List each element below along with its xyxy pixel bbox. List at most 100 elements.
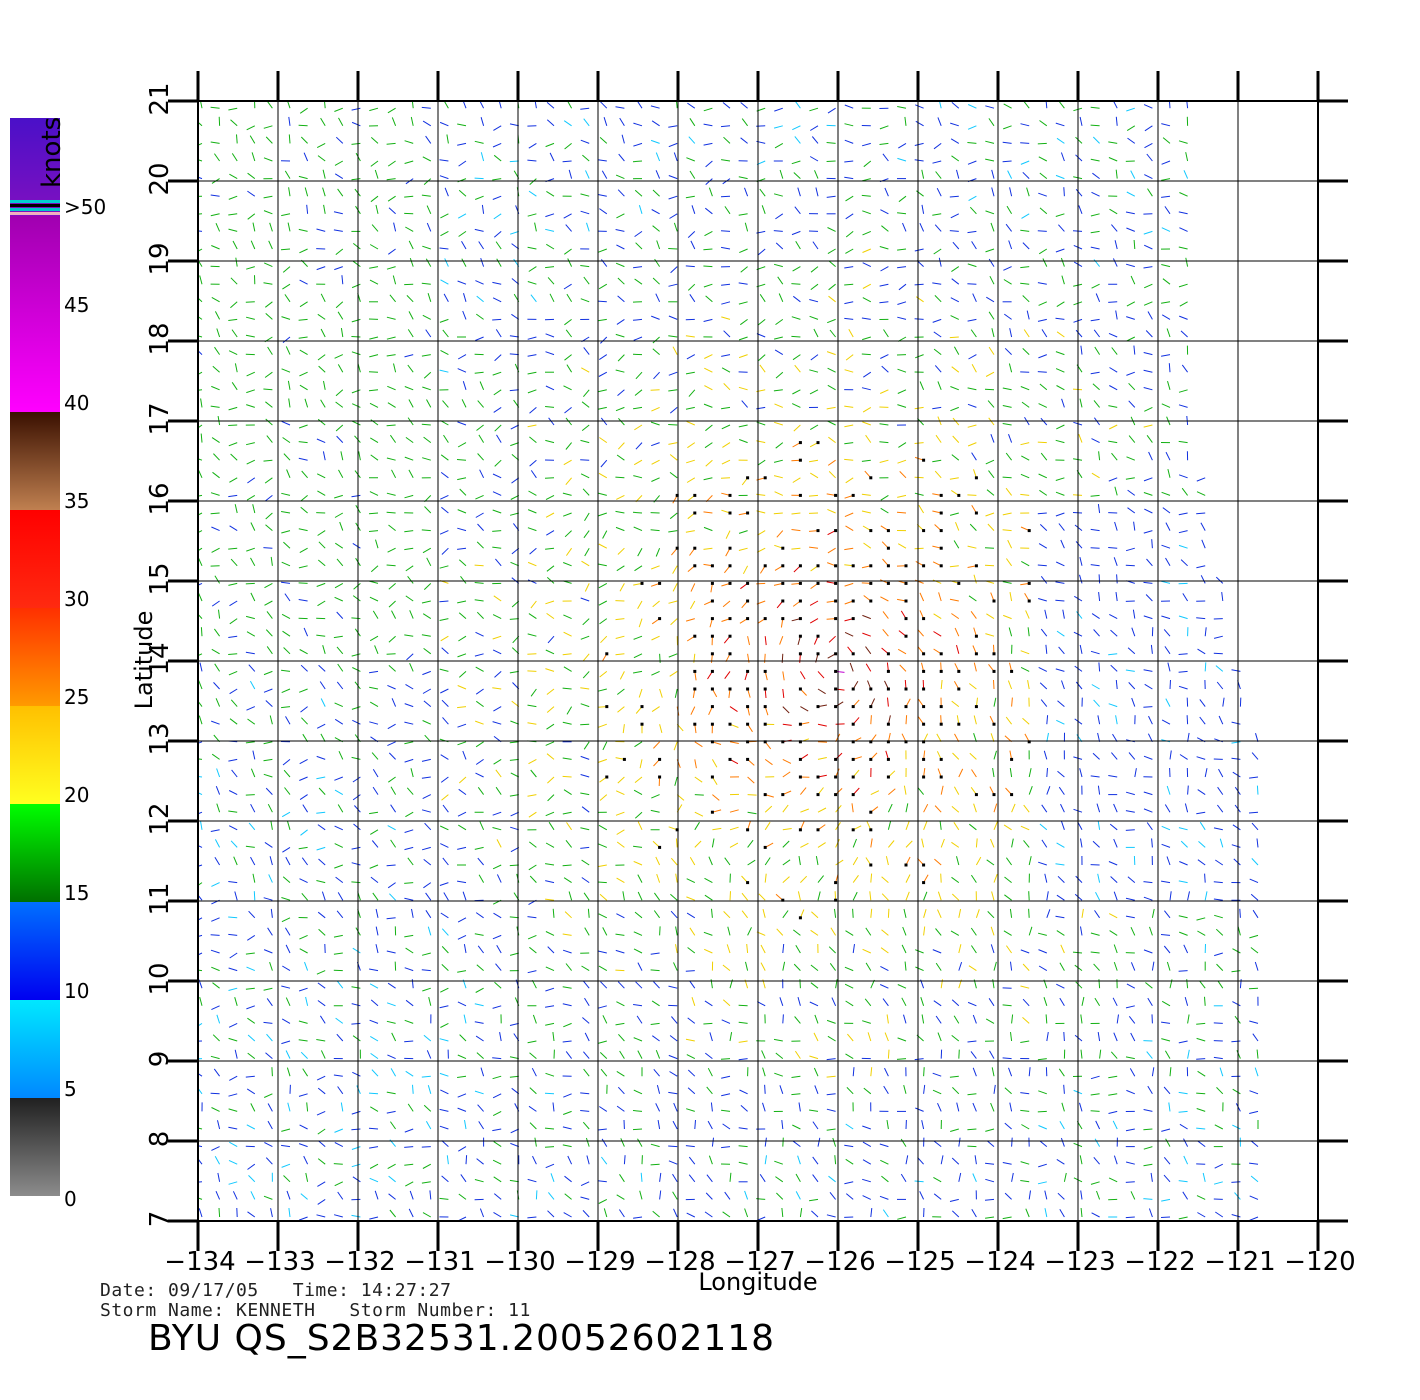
wind-vector bbox=[1128, 400, 1136, 408]
wind-vector bbox=[495, 329, 502, 338]
wind-vector bbox=[724, 1191, 731, 1200]
wind-vector bbox=[757, 530, 766, 536]
wind-vector bbox=[1027, 680, 1030, 690]
wind-vector bbox=[956, 644, 960, 654]
wind-vector bbox=[480, 1067, 485, 1077]
wind-vector bbox=[245, 582, 255, 585]
wind-vector bbox=[1061, 1102, 1065, 1112]
wind-vector bbox=[323, 101, 326, 109]
wind-vector bbox=[1108, 332, 1118, 338]
wind-vector bbox=[915, 354, 924, 359]
rain-flag-marker bbox=[658, 845, 662, 849]
wind-vector bbox=[1060, 257, 1065, 267]
wind-vector bbox=[1160, 1216, 1171, 1218]
wind-vector bbox=[1250, 947, 1259, 954]
colorbar-bin bbox=[10, 510, 60, 608]
wind-vector bbox=[1146, 1051, 1153, 1059]
wind-vector bbox=[1163, 629, 1171, 637]
wind-vector bbox=[950, 213, 960, 219]
wind-vector bbox=[480, 152, 485, 162]
wind-vector bbox=[529, 459, 537, 467]
wind-vector bbox=[708, 1155, 713, 1165]
wind-vector bbox=[861, 317, 871, 320]
wind-vector bbox=[229, 525, 238, 532]
wind-vector bbox=[264, 600, 273, 606]
wind-vector bbox=[1143, 244, 1153, 250]
wind-vector bbox=[444, 187, 449, 197]
wind-vector bbox=[567, 258, 573, 267]
wind-vector bbox=[318, 787, 326, 795]
y-tick-label: 16 bbox=[145, 482, 175, 515]
rain-flag-marker bbox=[746, 617, 750, 621]
wind-vector bbox=[565, 839, 572, 848]
wind-vector bbox=[510, 561, 519, 567]
wind-vector bbox=[1125, 915, 1135, 919]
wind-vector bbox=[369, 266, 379, 269]
wind-vector bbox=[1108, 1177, 1118, 1183]
wind-vector bbox=[738, 336, 748, 341]
wind-vector bbox=[509, 618, 519, 620]
wind-vector bbox=[304, 398, 309, 408]
wind-vector bbox=[250, 803, 256, 813]
wind-vector bbox=[689, 600, 696, 610]
wind-vector bbox=[390, 786, 397, 795]
wind-vector bbox=[228, 107, 238, 111]
wind-vector bbox=[950, 406, 959, 412]
wind-vector bbox=[369, 596, 379, 602]
wind-vector bbox=[651, 565, 660, 570]
wind-vector bbox=[1231, 741, 1241, 744]
wind-vector bbox=[1178, 530, 1188, 534]
wind-vector bbox=[993, 961, 997, 971]
wind-vector bbox=[705, 295, 713, 303]
wind-vector bbox=[615, 229, 625, 232]
wind-vector bbox=[352, 667, 361, 672]
wind-vector bbox=[562, 811, 572, 815]
colorbar-cap-stripe bbox=[10, 208, 60, 211]
wind-vector bbox=[782, 804, 789, 813]
wind-vector bbox=[870, 1067, 873, 1077]
wind-vector bbox=[1148, 1208, 1153, 1218]
wind-vector bbox=[547, 1210, 555, 1218]
wind-vector bbox=[1143, 1198, 1153, 1200]
wind-vector bbox=[845, 1123, 854, 1130]
wind-vector bbox=[499, 1032, 502, 1042]
wind-vector bbox=[374, 169, 379, 179]
wind-vectors bbox=[198, 101, 1259, 1221]
wind-vector bbox=[691, 997, 696, 1006]
wind-vector bbox=[580, 1181, 590, 1187]
wind-vector bbox=[1109, 613, 1118, 620]
wind-vector bbox=[827, 547, 836, 554]
rain-flag-marker bbox=[851, 687, 855, 691]
wind-vector bbox=[1231, 844, 1241, 848]
wind-vector bbox=[406, 295, 414, 303]
wind-vector bbox=[441, 794, 449, 801]
wind-vector bbox=[1108, 913, 1118, 919]
wind-vector bbox=[474, 1179, 484, 1183]
wind-vector bbox=[651, 635, 660, 641]
wind-vector bbox=[267, 1120, 273, 1130]
wind-vector bbox=[421, 846, 431, 851]
rain-flag-marker bbox=[834, 687, 838, 691]
wind-vector bbox=[880, 494, 889, 501]
wind-vector bbox=[723, 911, 731, 919]
wind-vector bbox=[972, 1067, 977, 1077]
wind-vector bbox=[477, 523, 484, 531]
rain-flag-marker bbox=[658, 617, 662, 621]
wind-vector bbox=[1097, 820, 1101, 830]
wind-vector bbox=[791, 283, 801, 285]
wind-vector bbox=[248, 910, 256, 919]
wind-vector bbox=[1161, 264, 1171, 268]
wind-vector bbox=[1197, 930, 1206, 936]
wind-vector bbox=[1075, 981, 1083, 989]
wind-vector bbox=[1196, 1092, 1206, 1095]
wind-vector bbox=[457, 477, 467, 481]
wind-vector bbox=[267, 346, 273, 355]
wind-vector bbox=[457, 421, 467, 426]
wind-vector bbox=[545, 966, 555, 972]
wind-vector bbox=[300, 1193, 308, 1200]
wind-vector bbox=[246, 404, 255, 408]
wind-vector bbox=[940, 785, 944, 795]
wind-vector bbox=[1186, 715, 1189, 725]
rain-flag-marker bbox=[869, 863, 873, 867]
wind-vector bbox=[1095, 891, 1101, 901]
